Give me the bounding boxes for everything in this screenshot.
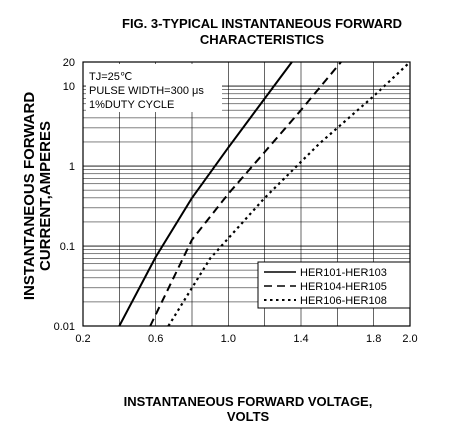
condition-temperature: TJ=25℃ [89, 71, 132, 83]
y-axis-label-line-2: CURRENT,AMPERES [37, 121, 54, 271]
y-tick-label: 1 [69, 161, 75, 173]
chart-title-line-2: CHARACTERISTICS [200, 32, 325, 47]
series-lines [118, 61, 411, 327]
legend-label-her106-her108: HER106-HER108 [300, 295, 387, 307]
legend: HER101-HER103 HER104-HER105 HER106-HER10… [257, 261, 411, 309]
series-line-her101-her103 [118, 61, 293, 327]
series-line-her104-her105 [149, 61, 342, 327]
x-tick-label: 1.0 [221, 333, 236, 345]
y-tick-label: 0.01 [54, 321, 75, 333]
y-axis-label-line-1: INSTANTANEOUS FORWARD [21, 92, 38, 300]
legend-label-her104-her105: HER104-HER105 [300, 281, 387, 293]
condition-pulse-width: PULSE WIDTH=300 μs [89, 85, 204, 97]
conditions-box-background [86, 64, 222, 112]
series-line-her106-her108 [167, 61, 411, 327]
grid-lines [83, 62, 410, 326]
x-axis-label-line-2: VOLTS [227, 409, 270, 424]
x-tick-label: 0.2 [75, 333, 90, 345]
legend-label-her101-her103: HER101-HER103 [300, 267, 387, 279]
y-tick-label: 10 [63, 81, 75, 93]
condition-duty-cycle: 1%DUTY CYCLE [89, 99, 174, 111]
chart-title-line-1: FIG. 3-TYPICAL INSTANTANEOUS FORWARD [122, 16, 402, 31]
y-axis-label: INSTANTANEOUS FORWARD CURRENT,AMPERES [21, 92, 54, 300]
conditions-box: TJ=25℃ PULSE WIDTH=300 μs 1%DUTY CYCLE [86, 64, 222, 112]
tick-labels: 0.2 0.6 1.0 1.4 1.8 2.0 0.01 0.1 1 10 20 [54, 57, 418, 345]
x-tick-label: 1.8 [366, 333, 381, 345]
y-tick-label: 0.1 [60, 241, 75, 253]
plot-frame [82, 61, 411, 327]
x-tick-label: 1.4 [293, 333, 308, 345]
y-tick-label: 20 [63, 57, 75, 69]
x-tick-label: 2.0 [402, 333, 417, 345]
x-tick-label: 0.6 [148, 333, 163, 345]
x-axis-label-line-1: INSTANTANEOUS FORWARD VOLTAGE, [124, 394, 373, 409]
